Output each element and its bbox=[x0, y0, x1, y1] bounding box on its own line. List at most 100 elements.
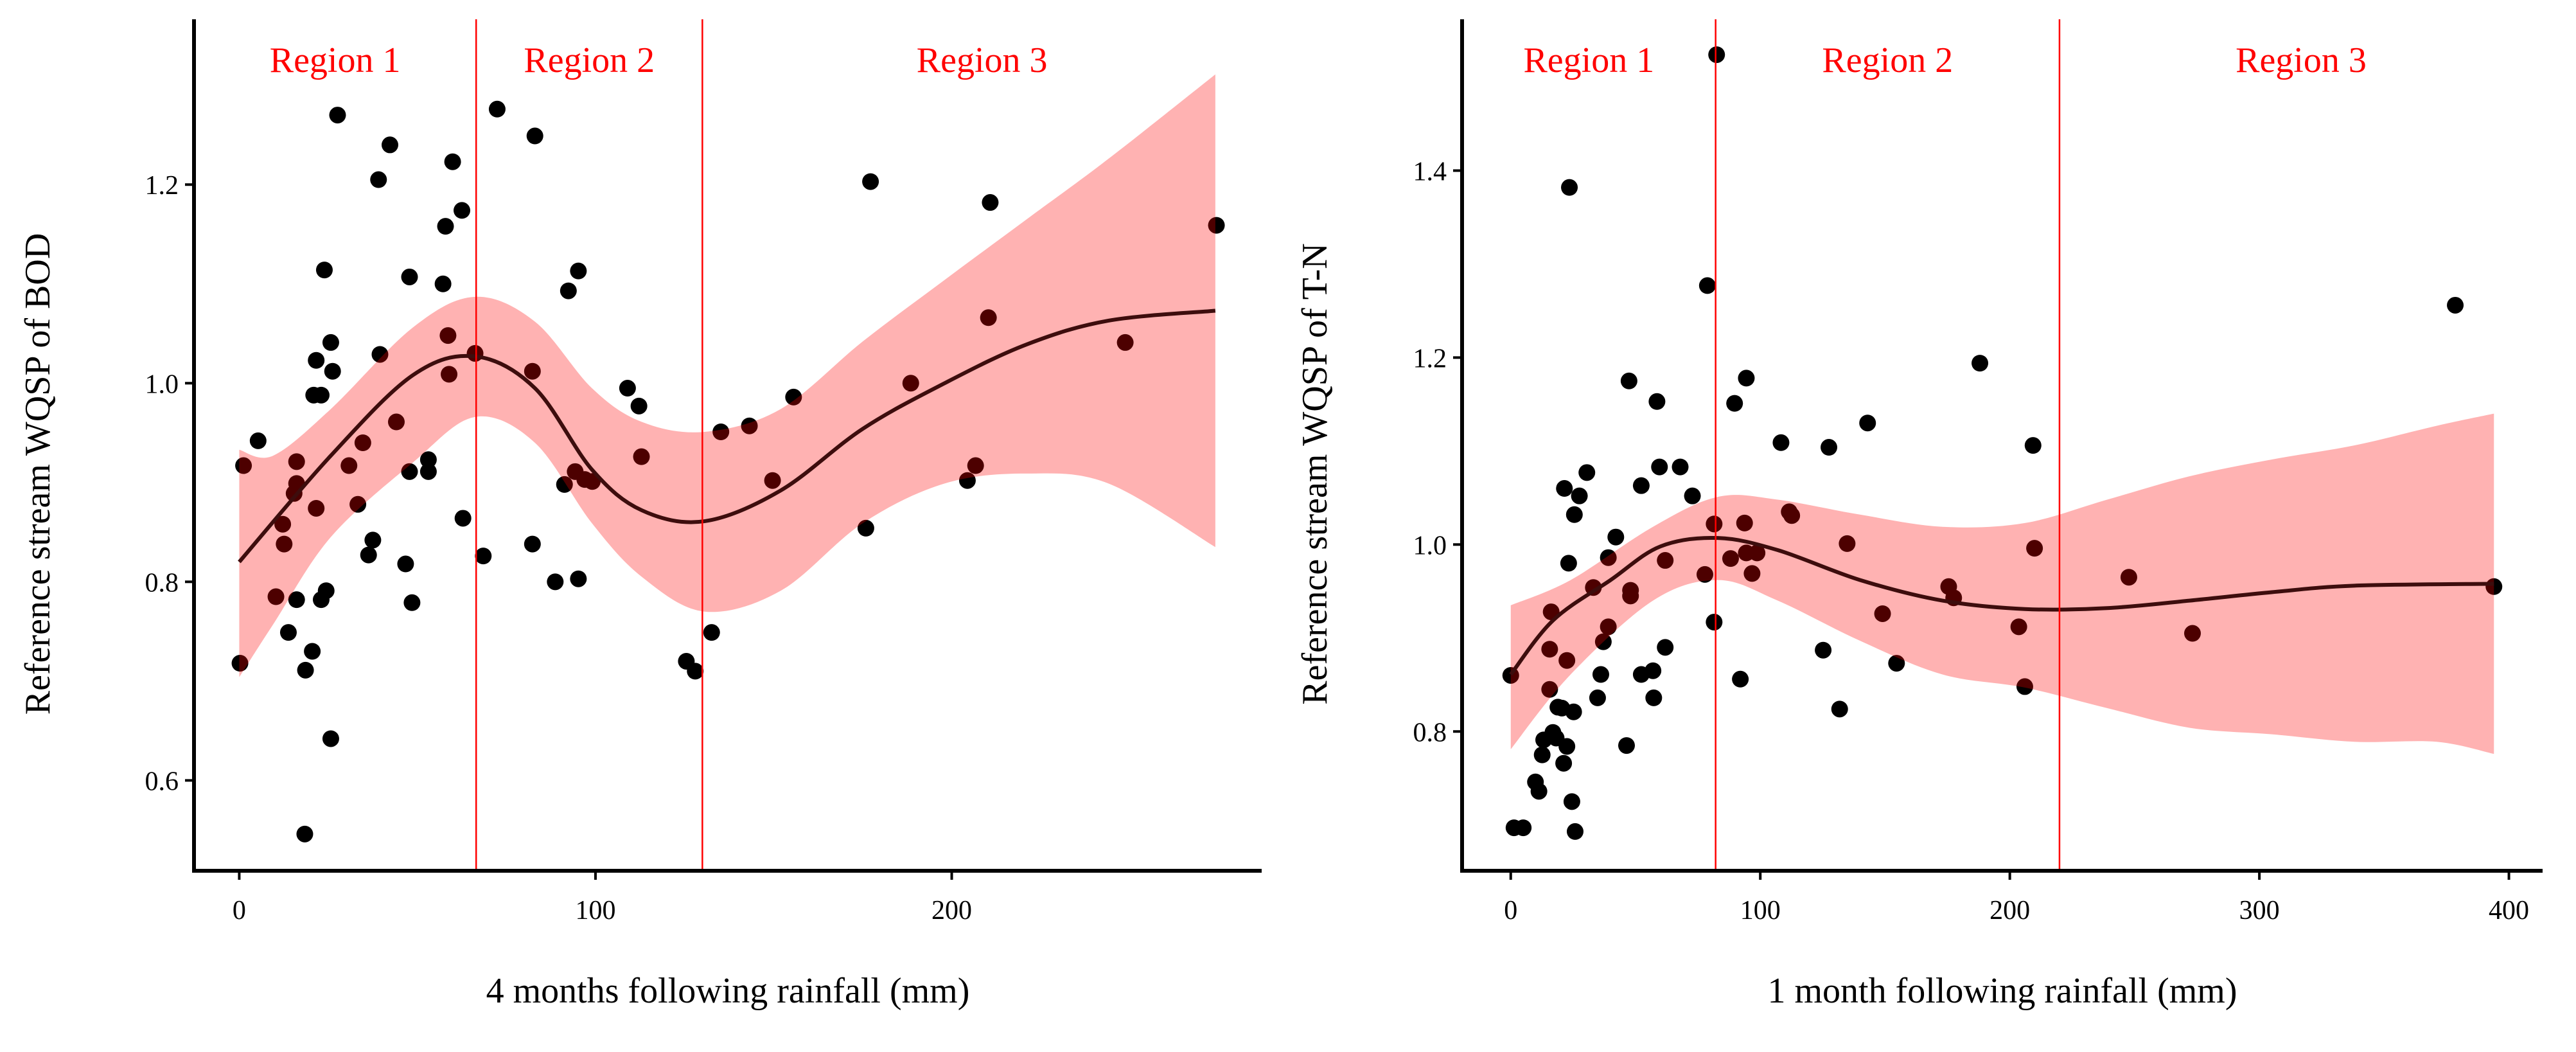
data-point bbox=[1726, 395, 1743, 412]
data-point bbox=[1565, 703, 1582, 720]
y-tick-label: 0.6 bbox=[145, 767, 179, 796]
region-label: Region 1 bbox=[1523, 40, 1654, 80]
fit-line bbox=[1509, 535, 2494, 676]
data-point bbox=[1208, 217, 1225, 234]
data-point bbox=[1541, 641, 1558, 658]
data-point bbox=[297, 661, 314, 679]
data-point bbox=[370, 171, 387, 188]
y-tick-label: 1.0 bbox=[1413, 531, 1447, 560]
confidence-band bbox=[1510, 413, 2494, 754]
data-point bbox=[1736, 514, 1753, 531]
x-tick-label: 300 bbox=[2239, 896, 2280, 925]
data-point bbox=[1706, 515, 1723, 533]
data-point bbox=[1821, 439, 1838, 456]
data-point bbox=[2026, 540, 2043, 557]
data-point bbox=[1571, 487, 1588, 504]
data-point bbox=[1706, 614, 1723, 631]
data-point bbox=[2447, 296, 2464, 314]
data-point bbox=[276, 535, 293, 553]
data-point bbox=[902, 375, 919, 392]
data-point bbox=[1651, 458, 1668, 476]
data-point bbox=[1783, 507, 1801, 524]
data-point bbox=[1972, 355, 1989, 372]
data-point bbox=[1592, 666, 1609, 683]
region-label: Region 3 bbox=[917, 40, 1048, 80]
data-point bbox=[1708, 46, 1725, 64]
y-tick-label: 0.8 bbox=[145, 568, 179, 598]
data-point bbox=[354, 434, 371, 452]
data-point bbox=[1558, 652, 1576, 669]
data-point bbox=[1632, 477, 1650, 494]
x-axis-title: 4 months following rainfall (mm) bbox=[486, 971, 970, 1011]
data-point bbox=[312, 386, 330, 404]
data-point bbox=[1558, 738, 1576, 755]
data-point bbox=[703, 624, 720, 641]
data-point bbox=[1831, 700, 1848, 718]
data-point bbox=[360, 546, 377, 564]
data-point bbox=[1839, 535, 1856, 552]
data-point bbox=[249, 432, 267, 449]
y-tick-label: 1.2 bbox=[1413, 344, 1447, 373]
data-point bbox=[556, 476, 573, 493]
data-point bbox=[1888, 655, 1905, 672]
data-point bbox=[1607, 528, 1625, 546]
data-point bbox=[1578, 464, 1596, 481]
x-tick-label: 400 bbox=[2489, 896, 2529, 925]
y-tick-label: 1.4 bbox=[1413, 157, 1447, 186]
data-point bbox=[322, 334, 339, 351]
data-point bbox=[630, 397, 648, 415]
data-point bbox=[454, 202, 471, 219]
data-point bbox=[547, 573, 564, 591]
data-point bbox=[267, 588, 285, 605]
data-point bbox=[1772, 434, 1790, 451]
data-point bbox=[1594, 633, 1612, 650]
data-point bbox=[1722, 550, 1739, 567]
data-point bbox=[371, 346, 389, 363]
data-point bbox=[785, 388, 802, 406]
y-axis-title: Reference stream WQSP of T-N bbox=[1295, 243, 1335, 704]
data-point bbox=[1696, 566, 1713, 583]
data-point bbox=[308, 499, 325, 517]
data-point bbox=[279, 624, 297, 641]
data-point bbox=[382, 136, 399, 154]
data-point bbox=[1645, 662, 1662, 679]
data-point bbox=[1645, 689, 1663, 706]
data-point bbox=[1566, 506, 1583, 523]
data-point bbox=[288, 453, 305, 470]
data-point bbox=[1541, 681, 1558, 698]
data-point bbox=[475, 548, 492, 565]
data-point bbox=[488, 100, 506, 118]
data-point bbox=[1589, 689, 1606, 706]
data-point bbox=[526, 127, 543, 145]
data-point bbox=[1859, 415, 1876, 432]
data-point bbox=[1732, 670, 1749, 688]
y-tick-label: 1.2 bbox=[145, 171, 179, 201]
data-point bbox=[1515, 819, 1532, 837]
data-point bbox=[403, 594, 421, 611]
data-point bbox=[1620, 372, 1637, 389]
x-tick-label: 200 bbox=[931, 896, 972, 925]
data-point bbox=[364, 531, 382, 549]
y-tick-label: 1.0 bbox=[145, 370, 179, 399]
x-tick-label: 100 bbox=[1740, 896, 1781, 925]
x-tick-label: 0 bbox=[233, 896, 246, 925]
data-point bbox=[1815, 641, 1832, 659]
data-point bbox=[1738, 370, 1755, 387]
data-point bbox=[524, 362, 541, 380]
data-point bbox=[401, 463, 418, 480]
data-point bbox=[1560, 555, 1577, 572]
fit-line bbox=[238, 308, 1216, 564]
data-point bbox=[2120, 569, 2137, 586]
data-point bbox=[419, 463, 437, 480]
region-label: Region 1 bbox=[270, 40, 401, 80]
x-tick-label: 200 bbox=[1989, 896, 2030, 925]
data-point bbox=[1530, 783, 1548, 800]
data-point bbox=[712, 423, 730, 441]
region-label: Region 2 bbox=[524, 40, 655, 80]
data-point bbox=[1743, 565, 1761, 582]
data-point bbox=[322, 730, 339, 747]
data-point bbox=[1533, 746, 1551, 763]
data-point bbox=[231, 655, 249, 672]
data-point bbox=[982, 194, 999, 211]
